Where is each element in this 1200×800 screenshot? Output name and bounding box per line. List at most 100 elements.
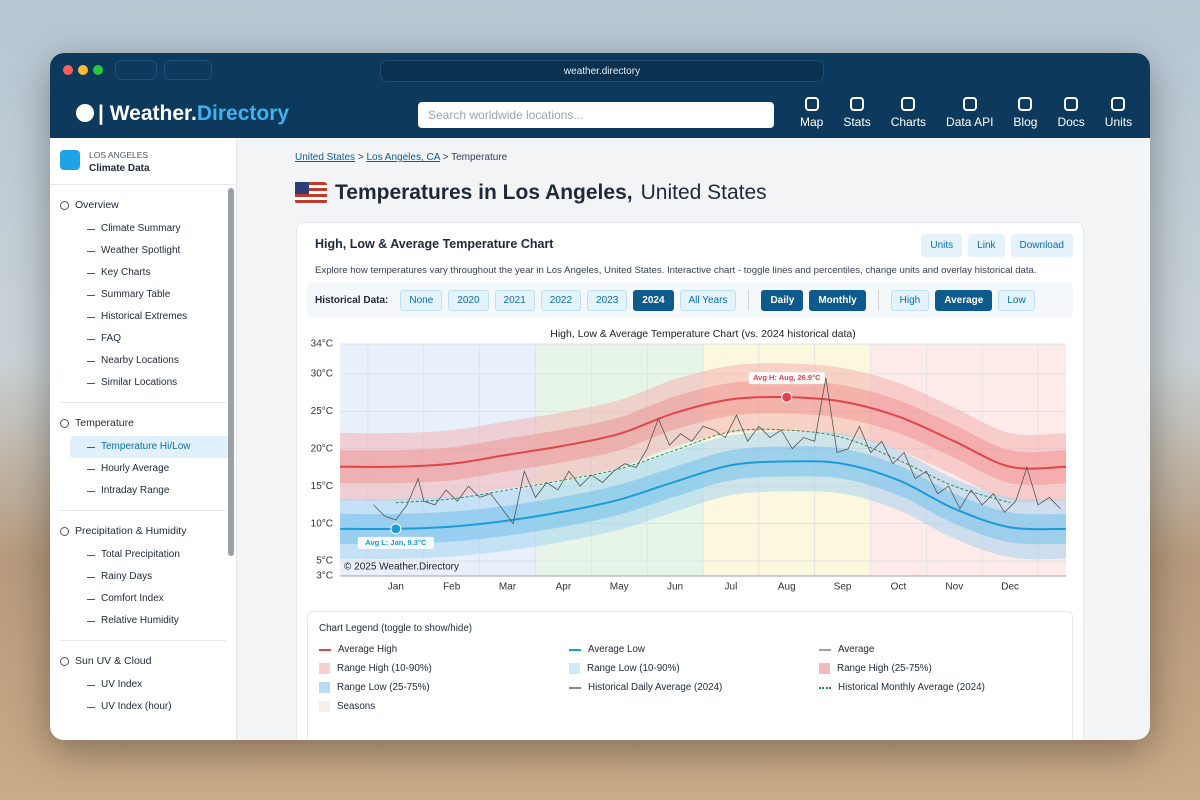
x-tick-label: Mar (499, 582, 517, 593)
toggle-button[interactable]: 2024 (633, 289, 674, 311)
historical-label: Historical Data: (315, 294, 389, 306)
sidebar-link[interactable]: Comfort Index (70, 588, 232, 610)
legend-item[interactable]: Average Low (569, 644, 819, 655)
sidebar-link[interactable]: Climate Summary (70, 218, 232, 240)
section-title: Overview (75, 199, 119, 211)
sidebar-link[interactable]: Total Precipitation (70, 544, 232, 566)
logo-accent: Directory (196, 102, 290, 125)
section-heading[interactable]: Sun UV & Cloud (60, 655, 226, 667)
section-heading[interactable]: Temperature (60, 417, 226, 429)
toggle-button[interactable]: Monthly (809, 289, 866, 311)
scrollbar[interactable] (228, 188, 234, 556)
legend-item[interactable]: Range Low (25-75%) (319, 682, 569, 693)
toggle-button[interactable]: None (400, 289, 443, 311)
y-tick-label: 25°C (311, 406, 333, 417)
annotation-label: Avg L: Jan, 9.3°C (365, 538, 427, 547)
nav-item[interactable]: Blog (1003, 97, 1047, 129)
card-title: High, Low & Average Temperature Chart (315, 237, 554, 251)
sidebar-link[interactable]: Relative Humidity (70, 610, 232, 632)
legend-item[interactable]: Average (819, 644, 1069, 655)
average-line (339, 395, 1067, 470)
legend-item[interactable]: Historical Daily Average (2024) (569, 682, 819, 693)
page-title: Temperatures in Los Angeles, United State… (295, 181, 767, 205)
sidebar-link[interactable]: UV Index (hour) (70, 696, 232, 718)
section-heading[interactable]: Precipitation & Humidity (60, 525, 226, 537)
average-line (339, 460, 1067, 531)
action-button[interactable]: Link (968, 234, 1005, 257)
x-tick-label: Oct (891, 582, 907, 593)
sidebar-link[interactable]: Rainy Days (70, 566, 232, 588)
toggle-button[interactable]: Low (998, 289, 1035, 311)
nav-item[interactable]: Units (1095, 97, 1142, 129)
legend-key (819, 663, 830, 674)
logo[interactable]: | Weather.Directory (76, 102, 289, 126)
sidebar-link[interactable]: Similar Locations (70, 372, 232, 394)
legend-label: Historical Daily Average (2024) (588, 682, 723, 693)
section-icon (60, 656, 69, 666)
range-band (340, 446, 1066, 545)
x-tick-label: Dec (1001, 582, 1019, 593)
nav-item[interactable]: Charts (881, 97, 936, 129)
section-heading[interactable]: Overview (60, 199, 226, 211)
sidebar-link[interactable]: Key Charts (70, 262, 232, 284)
x-tick-label: Sep (834, 582, 852, 593)
sidebar: LOS ANGELES Climate Data Overview Climate… (50, 138, 237, 740)
legend-item[interactable]: Historical Monthly Average (2024) (819, 682, 1069, 693)
controls: Historical Data: None 2020 2021 2022 2023 2024… (307, 282, 1073, 318)
sidebar-link[interactable]: FAQ (70, 328, 232, 350)
zoom-button[interactable] (93, 65, 103, 75)
toggle-button[interactable]: 2020 (448, 289, 489, 311)
legend-item[interactable]: Range High (25-75%) (819, 663, 1069, 674)
y-tick-label: 5°C (316, 556, 333, 567)
sidebar-link[interactable]: Hourly Average (70, 458, 232, 480)
x-tick-label: Nov (945, 582, 963, 593)
legend-items: Average High Average Low Average Range High… (319, 644, 1069, 712)
header: weather.directory | Weather.Directory Se… (50, 53, 1150, 138)
nav-item[interactable]: Data API (936, 97, 1003, 129)
sidebar-link[interactable]: Historical Extremes (70, 306, 232, 328)
address-bar[interactable]: weather.directory (380, 60, 824, 82)
annotation-label: Avg H: Aug, 26.9°C (753, 373, 821, 382)
toggle-button[interactable]: High (890, 289, 930, 311)
legend-title: Chart Legend (toggle to show/hide) (319, 623, 473, 634)
toggle-button[interactable]: 2023 (587, 289, 628, 311)
nav-item[interactable]: Stats (833, 97, 880, 129)
action-button[interactable]: Download (1010, 234, 1073, 257)
toggle-button[interactable]: Average (935, 289, 993, 311)
sidebar-link[interactable]: UV Index (70, 674, 232, 696)
sidebar-link[interactable]: Temperature Hi/Low (70, 436, 232, 458)
legend-item[interactable]: Range High (10-90%) (319, 663, 569, 674)
legend-item[interactable]: Range Low (10-90%) (569, 663, 819, 674)
search-input[interactable]: Search worldwide locations... (418, 102, 774, 128)
breadcrumb-link[interactable]: United States (295, 152, 356, 163)
nav-item[interactable]: Docs (1047, 97, 1094, 129)
close-button[interactable] (63, 65, 73, 75)
nav-arrows[interactable] (164, 60, 212, 80)
sidebar-link[interactable]: Intraday Range (70, 480, 232, 502)
action-button[interactable]: Units (921, 234, 963, 257)
divider (877, 290, 879, 310)
toggle-button[interactable]: 2022 (540, 289, 582, 311)
legend-item[interactable]: Seasons (319, 701, 569, 712)
breadcrumb-link[interactable]: Los Angeles, CA (366, 152, 440, 163)
legend-key (319, 701, 330, 712)
sidebar-toggle[interactable] (115, 60, 157, 80)
section-title: Temperature (75, 417, 134, 429)
nav-icon (962, 97, 977, 111)
legend-key (819, 648, 831, 651)
sidebar-link[interactable]: Weather Spotlight (70, 240, 232, 262)
nav-item[interactable]: Map (790, 97, 833, 129)
sidebar-link[interactable]: Nearby Locations (70, 350, 232, 372)
toggle-button[interactable]: Daily (761, 289, 804, 311)
sidebar-sections: Overview Climate Summary Weather Spotlight… (50, 199, 236, 718)
legend-item[interactable]: Average High (319, 644, 569, 655)
minimize-button[interactable] (78, 65, 88, 75)
year-select[interactable]: All Years (679, 289, 737, 311)
annotation-marker (781, 391, 793, 403)
toggle-button[interactable]: 2021 (494, 289, 535, 311)
separator (60, 510, 226, 511)
sidebar-link[interactable]: Summary Table (70, 284, 232, 306)
nav-label: Charts (890, 115, 927, 129)
